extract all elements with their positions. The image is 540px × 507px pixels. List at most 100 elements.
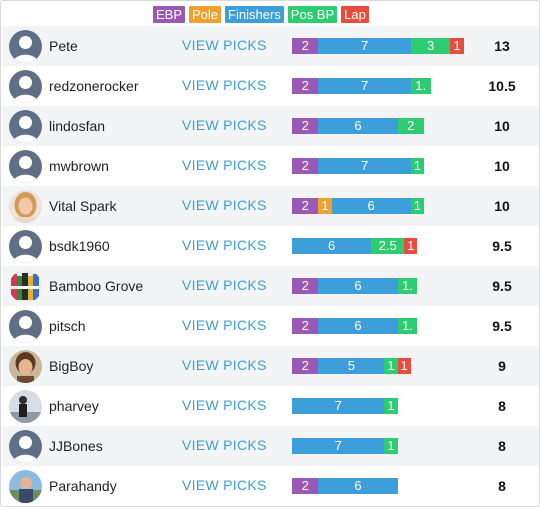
points-segment-finishers: 7 <box>318 38 411 54</box>
total-score: 13 <box>494 38 510 54</box>
default-user-icon <box>9 150 42 183</box>
user-avatar <box>9 470 42 503</box>
points-segment-finishers: 6 <box>292 238 372 254</box>
username: redzonerocker <box>49 78 139 94</box>
points-segment-posbp: 1 <box>384 438 398 454</box>
points-segment-finishers: 7 <box>318 78 411 94</box>
points-segment-lap: 1 <box>450 38 464 54</box>
legend-ebp: EBP <box>153 6 186 23</box>
total-score: 10 <box>494 118 510 134</box>
leaderboard-row: JJBones VIEW PICKS 7 1 8 <box>2 426 539 466</box>
username: Pete <box>49 38 78 54</box>
points-segment-posbp: 1 <box>410 198 424 214</box>
points-segment-posbp: 1 <box>384 358 398 374</box>
total-score: 10 <box>494 158 510 174</box>
legend-lap: Lap <box>341 6 369 23</box>
view-picks-link[interactable]: VIEW PICKS <box>182 277 267 293</box>
points-breakdown-bar: 2 7 1. <box>292 78 431 94</box>
leaderboard-row: Bamboo Grove VIEW PICKS 2 6 1. 9.5 <box>2 266 539 306</box>
total-score: 9.5 <box>492 238 512 254</box>
user-avatar <box>9 390 42 423</box>
view-picks-link[interactable]: VIEW PICKS <box>182 77 267 93</box>
points-segment-posbp: 1. <box>397 278 418 294</box>
points-segment-finishers: 6 <box>318 478 398 494</box>
default-user-icon <box>9 230 42 263</box>
points-segment-ebp: 2 <box>292 78 319 94</box>
leaderboard-row: Parahandy VIEW PICKS 2 6 8 <box>2 466 539 506</box>
points-segment-posbp: 2 <box>397 118 424 134</box>
username: Vital Spark <box>49 198 117 214</box>
total-score: 8 <box>498 478 506 494</box>
points-segment-pole: 1 <box>318 198 332 214</box>
username: mwbrown <box>49 158 109 174</box>
view-picks-link[interactable]: VIEW PICKS <box>182 37 267 53</box>
points-segment-ebp: 2 <box>292 358 319 374</box>
default-user-icon <box>9 310 42 343</box>
username: Bamboo Grove <box>49 278 144 294</box>
leaderboard-row: bsdk1960 VIEW PICKS 6 2.5 1 9.5 <box>2 226 539 266</box>
default-user-icon <box>9 430 42 463</box>
points-segment-ebp: 2 <box>292 158 319 174</box>
points-segment-finishers: 6 <box>318 278 398 294</box>
leaderboard-row: pitsch VIEW PICKS 2 6 1. 9.5 <box>2 306 539 346</box>
user-avatar <box>9 190 42 223</box>
username: pharvey <box>49 398 99 414</box>
total-score: 9 <box>498 358 506 374</box>
points-breakdown-bar: 6 2.5 1 <box>292 238 418 254</box>
points-segment-posbp: 2.5 <box>371 238 405 254</box>
points-segment-posbp: 1. <box>397 318 418 334</box>
points-segment-posbp: 1. <box>410 78 431 94</box>
points-segment-lap: 1 <box>397 358 411 374</box>
leaderboard-row: redzonerocker VIEW PICKS 2 7 1. 10.5 <box>2 66 539 106</box>
total-score: 10 <box>494 198 510 214</box>
points-segment-finishers: 6 <box>318 118 398 134</box>
view-picks-link[interactable]: VIEW PICKS <box>182 157 267 173</box>
default-user-icon <box>9 110 42 143</box>
leaderboard-row: lindosfan VIEW PICKS 2 6 2 10 <box>2 106 539 146</box>
points-segment-ebp: 2 <box>292 198 319 214</box>
username: Parahandy <box>49 478 117 494</box>
user-avatar <box>9 350 42 383</box>
view-picks-link[interactable]: VIEW PICKS <box>182 397 267 413</box>
total-score: 9.5 <box>492 278 512 294</box>
points-segment-posbp: 1 <box>410 158 424 174</box>
view-picks-link[interactable]: VIEW PICKS <box>182 197 267 213</box>
points-segment-finishers: 7 <box>318 158 411 174</box>
view-picks-link[interactable]: VIEW PICKS <box>182 477 267 493</box>
leaderboard-rows: Pete VIEW PICKS 2 7 3 1 13 redzonerocker VIEW PI… <box>2 26 539 506</box>
points-segment-lap: 1 <box>404 238 418 254</box>
legend: EBP Pole Finishers Pos BP Lap <box>153 6 369 23</box>
total-score: 8 <box>498 438 506 454</box>
points-segment-ebp: 2 <box>292 278 319 294</box>
points-segment-ebp: 2 <box>292 118 319 134</box>
username: lindosfan <box>49 118 106 134</box>
view-picks-link[interactable]: VIEW PICKS <box>182 117 267 133</box>
view-picks-link[interactable]: VIEW PICKS <box>182 357 267 373</box>
view-picks-link[interactable]: VIEW PICKS <box>182 237 267 253</box>
username: BigBoy <box>49 358 94 374</box>
legend-pole: Pole <box>189 6 222 23</box>
view-picks-link[interactable]: VIEW PICKS <box>182 437 267 453</box>
username: bsdk1960 <box>49 238 110 254</box>
points-segment-finishers: 5 <box>318 358 385 374</box>
points-segment-finishers: 7 <box>292 398 385 414</box>
default-user-icon <box>9 30 42 63</box>
username: JJBones <box>49 438 103 454</box>
leaderboard-row: BigBoy VIEW PICKS 2 5 1 1 9 <box>2 346 539 386</box>
points-segment-posbp: 1 <box>384 398 398 414</box>
legend-finishers: Finishers <box>225 6 284 23</box>
leaderboard-row: mwbrown VIEW PICKS 2 7 1 10 <box>2 146 539 186</box>
points-segment-ebp: 2 <box>292 478 319 494</box>
view-picks-link[interactable]: VIEW PICKS <box>182 317 267 333</box>
leaderboard-row: Vital Spark VIEW PICKS 2 1 6 1 10 <box>2 186 539 226</box>
leaderboard-row: Pete VIEW PICKS 2 7 3 1 13 <box>2 26 539 66</box>
total-score: 9.5 <box>492 318 512 334</box>
total-score: 10.5 <box>488 78 516 94</box>
